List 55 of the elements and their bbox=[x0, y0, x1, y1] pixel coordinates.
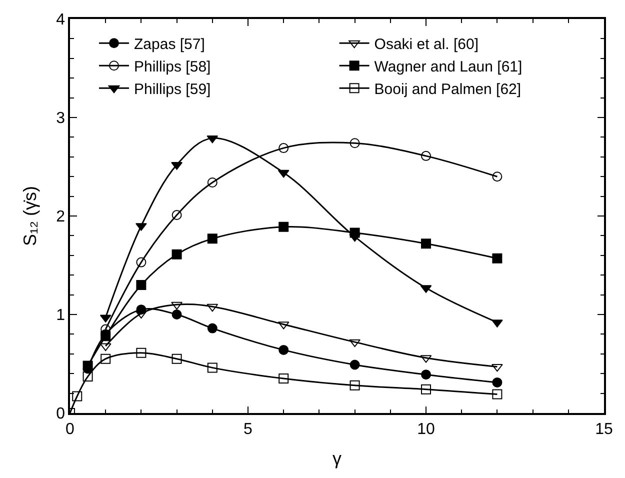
point bbox=[136, 257, 146, 268]
point bbox=[349, 339, 360, 348]
point bbox=[350, 380, 360, 390]
point bbox=[136, 310, 147, 319]
point bbox=[492, 364, 503, 372]
point bbox=[136, 280, 146, 290]
y-tick-label: 3 bbox=[56, 110, 66, 128]
point bbox=[492, 253, 502, 264]
point bbox=[278, 344, 289, 355]
point bbox=[349, 234, 360, 242]
point bbox=[492, 377, 502, 388]
point bbox=[207, 362, 218, 373]
x-tick-label: 15 bbox=[595, 420, 613, 438]
point bbox=[492, 389, 502, 400]
point bbox=[278, 222, 289, 232]
x-tick-label: 10 bbox=[417, 420, 435, 438]
y-tick-label: 2 bbox=[56, 208, 66, 226]
point bbox=[207, 234, 218, 244]
point bbox=[82, 360, 93, 371]
point bbox=[100, 354, 111, 364]
point bbox=[206, 135, 218, 144]
point bbox=[207, 323, 218, 334]
point bbox=[172, 249, 182, 260]
x-axis-title: γ bbox=[332, 448, 342, 469]
legend-label: Osaki et al. [60] bbox=[374, 36, 479, 53]
legend-label: Wagner and Laun [61] bbox=[374, 58, 522, 76]
y-tick-label: 0 bbox=[56, 406, 66, 423]
point bbox=[492, 172, 502, 182]
point bbox=[172, 210, 182, 220]
point bbox=[278, 374, 289, 384]
point bbox=[171, 302, 182, 310]
point bbox=[100, 343, 112, 352]
point bbox=[172, 310, 182, 320]
point bbox=[136, 348, 146, 358]
x-tick-label: 5 bbox=[244, 420, 253, 438]
point bbox=[72, 391, 82, 402]
point bbox=[207, 178, 218, 188]
y-tick-label: 4 bbox=[56, 12, 66, 29]
point bbox=[278, 170, 290, 178]
point bbox=[82, 372, 93, 382]
legend-label: Booij and Palmen [62] bbox=[374, 80, 522, 98]
point bbox=[421, 150, 431, 161]
y-axis-title: S₁₂ (γ̇s) bbox=[20, 186, 40, 246]
point bbox=[421, 238, 431, 249]
point bbox=[421, 370, 431, 380]
point bbox=[278, 143, 289, 154]
point bbox=[350, 138, 360, 148]
point bbox=[206, 304, 218, 312]
point bbox=[172, 354, 182, 364]
legend-label: Phillips [58] bbox=[134, 58, 211, 76]
legend-label: Zapas [57] bbox=[134, 36, 205, 53]
point bbox=[350, 360, 360, 370]
legend-label: Phillips [59] bbox=[134, 80, 211, 98]
point bbox=[421, 384, 431, 394]
y-tick-label: 1 bbox=[56, 307, 66, 324]
